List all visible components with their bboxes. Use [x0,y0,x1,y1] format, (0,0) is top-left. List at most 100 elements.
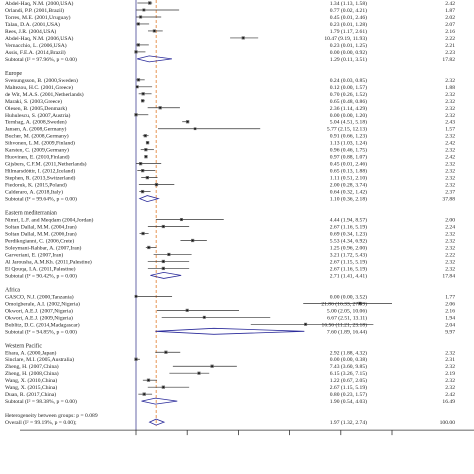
study-label: Olesen, B. (2005,Denmark) [5,105,67,112]
study-weight: 2.07 [445,22,455,28]
study-label: Abdel-Haq, N.M. (2006,USA) [5,35,73,42]
study-point-estimate [159,106,162,109]
group-heading: Western Pacific [5,342,42,349]
subtotal-diamond [141,397,178,405]
study-point-estimate [136,85,139,88]
study-point-estimate [211,365,213,368]
study-weight: 2.00 [445,218,455,224]
study-label: Stephen, R. (2013,Switzerland) [5,175,76,182]
study-point-estimate [137,44,140,46]
subtotal-label: Subtotal (I² = 90.42%, p = 0.00) [5,272,77,279]
study-point-estimate [304,323,307,326]
study-label: Vernacchio, L. (2006,USA) [5,42,67,49]
study-ci-value: 0.23 (0.01, 1.28) [330,21,367,28]
study-point-estimate [148,2,151,4]
study-ci-value: 0.00 (0.00, 0.38) [330,356,367,363]
study-ci-value: 16.56 (11.21, 23.18) [322,321,368,328]
study-label: Soleymani-Rahbar, A. (2007,Iran) [5,244,81,251]
study-point-estimate [135,295,137,298]
study-ci-value: 6.67 (2.51, 13.11) [327,314,367,321]
study-ci-value: 1.79 (1.17, 2.61) [330,28,367,35]
study-label: Okwori, A.E.J. (2007,Nigeria) [5,307,73,314]
study-ci-value: 1.22 (0.67, 2.05) [330,377,367,384]
study-weight: 2.32 [445,238,455,244]
study-label: Talan, D.A. (2001,USA) [5,21,60,28]
study-ci-value: 0.65 (0.13, 1.88) [330,168,367,175]
subtotal-diamond [138,195,160,203]
group-heading: Eastern mediterranian [5,211,57,217]
study-ci-value: 0.91 (0.66, 1.23) [330,133,367,140]
study-weight: 2.32 [445,113,455,119]
study-label: Fiedoruk, K. (2015,Poland) [5,182,67,189]
study-ci-value: 2.67 (1.15, 5.19) [330,258,367,265]
study-weight: 2.16 [445,308,455,314]
study-point-estimate [135,358,137,361]
study-label: Abdel-Haq, N.M. (2000,USA) [5,0,73,7]
study-label: El Qouqa, I.A. (2011,Palestine) [5,265,76,272]
study-point-estimate [145,155,147,158]
group-heading: Europe [5,71,22,77]
study-ci-value: 2.92 (1.88, 4.32) [330,349,367,356]
subtotal-label: Subtotal (I² = 94.85%, p = 0.00) [5,328,77,335]
study-label: Zheng, H. (2008,China) [5,370,59,377]
study-weight: 2.16 [445,29,455,35]
overall-diamond [148,418,166,426]
overall-weight: 100.00 [440,420,456,426]
subtotal-ci-value: 1.90 (0.54, 4.03) [330,398,367,405]
study-label: Hilmarsdóttir, I. (2012,Iceland) [5,168,75,175]
subtotal-diamond [150,272,182,279]
subtotal-label: Subtotal (I² = 97.96%, p = 0.00) [5,56,77,63]
study-label: Okwori, A.E.J. (2009,Nigeria) [5,314,73,321]
study-weight: 2.32 [445,99,455,105]
study-point-estimate [242,37,245,39]
study-ci-value: 2.67 (1.16, 5.19) [330,224,367,231]
study-weight: 2.32 [445,169,455,175]
subtotal-weight: 37.88 [442,197,455,203]
study-weight: 1.77 [445,294,455,300]
study-weight: 2.31 [445,357,455,363]
study-weight: 2.32 [445,183,455,189]
study-point-estimate [142,9,145,11]
study-label: Perdikogianni, C. (2006,Crete) [5,237,74,244]
study-weight: 2.32 [445,350,455,356]
study-ci-value: 1.11 (0.51, 2.10) [330,175,367,182]
study-label: Wang, X. (2010,China) [5,377,57,384]
study-weight: 2.43 [445,120,455,126]
study-point-estimate [162,386,165,389]
study-point-estimate [180,218,183,221]
study-point-estimate [141,190,144,193]
study-ci-value: 0.65 (0.48, 0.86) [330,98,367,105]
study-point-estimate [141,169,144,172]
study-ci-value: 0.69 (0.34, 1.23) [330,231,367,238]
subtotal-diamond [155,327,305,335]
study-point-estimate [162,260,165,263]
study-point-estimate [142,232,144,235]
study-weight: 2.23 [445,50,455,56]
overall-ci-value: 1.97 (1.32, 2.74) [330,419,367,426]
study-ci-value: 0.80 (0.23, 1.57) [330,391,367,398]
study-point-estimate [137,78,140,81]
study-point-estimate [186,309,189,312]
overall-label: Overall (I² = 99.19%, p = 0.00); [5,419,77,426]
study-label: Gijsbers, C.F.M. (2011,Netherlands) [5,161,87,168]
study-point-estimate [135,113,137,116]
study-label: Huovinen, E. (2010,Finland) [5,154,70,161]
study-point-estimate [146,141,149,144]
study-ci-value: 5.77 (2.15, 12.13) [327,126,367,133]
study-weight: 2.32 [445,364,455,370]
study-weight: 2.22 [445,36,455,42]
study-label: Huhulescu, S. (2007,Austria) [5,112,71,119]
study-label: Zheng, H. (2007,China) [5,363,59,370]
study-label: Maltezou, H.C. (2001,Greece) [5,84,73,91]
study-label: Nimri, L.F. and Meqdam (2004,Jordan) [5,217,94,224]
subtotal-diamond [137,55,172,63]
study-point-estimate [186,120,189,123]
study-ci-value: 0.45 (0.01, 2.46) [330,14,367,21]
study-weight: 2.32 [445,245,455,251]
study-label: Svenungsson, B. (2000,Sweden) [5,77,78,84]
study-ci-value: 0.00 (0.00, 3.52) [330,293,367,300]
study-weight: 1.88 [445,85,455,91]
study-point-estimate [135,50,137,53]
study-label: Rees, J.R. (2004,USA) [5,28,56,35]
